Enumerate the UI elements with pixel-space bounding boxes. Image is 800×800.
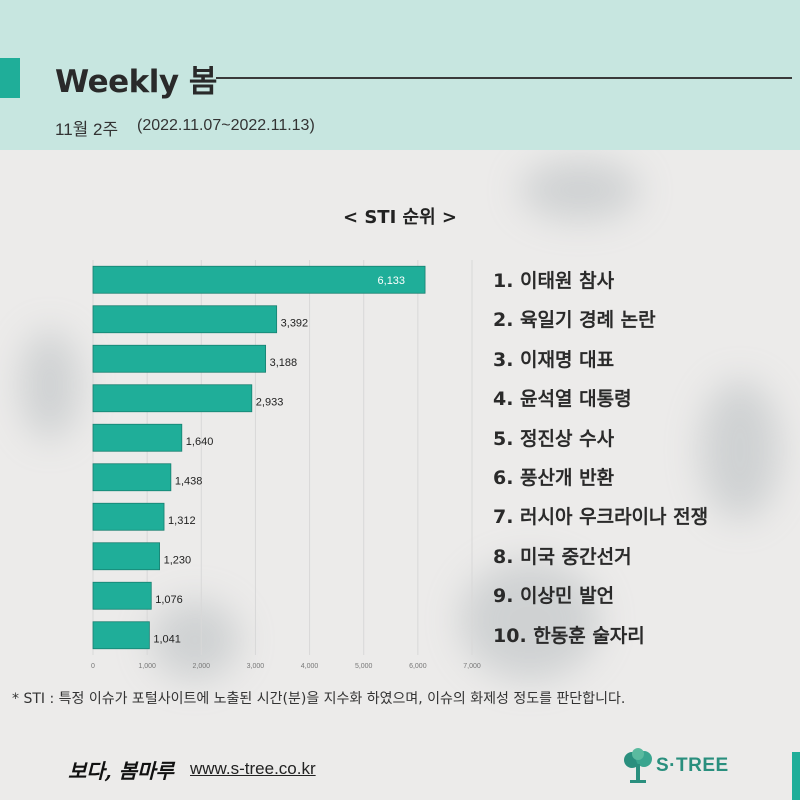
background-shape — [700, 380, 780, 520]
background-shape — [460, 560, 600, 680]
bar — [92, 463, 172, 492]
bar — [92, 581, 152, 610]
corner-accent-bar — [792, 752, 800, 800]
rank-item: 6. 풍산개 반환 — [493, 467, 615, 489]
rank-item: 2. 육일기 경례 논란 — [493, 309, 656, 332]
week-label: 11월 2주 — [55, 120, 119, 139]
bar — [92, 621, 150, 650]
background-shape — [520, 160, 640, 220]
rank-item: 10. 한동훈 술자리 — [493, 624, 645, 647]
bar — [92, 542, 160, 571]
title-divider — [216, 77, 792, 79]
bar-value-label: 2,933 — [256, 396, 284, 408]
x-tick-label: 4,000 — [301, 663, 319, 670]
bar-value-label: 1,230 — [164, 554, 192, 566]
bar-value-label: 3,188 — [270, 357, 298, 369]
bar-value-label: 1,640 — [186, 436, 214, 448]
rank-item: 7. 러시아 우크라이나 전쟁 — [493, 506, 709, 529]
bar-value-label: 6,133 — [378, 275, 406, 287]
rank-item: 1. 이태원 참사 — [493, 270, 615, 292]
bar-value-label: 1,076 — [155, 594, 183, 606]
rank-item: 4. 윤석열 대통령 — [493, 388, 632, 411]
week-range: (2022.11.07~2022.11.13) — [137, 117, 315, 134]
x-tick-label: 7,000 — [463, 663, 481, 670]
brand-slogan: 보다, 봄마루 — [68, 759, 174, 783]
bar — [92, 423, 183, 452]
rank-item: 3. 이재명 대표 — [493, 348, 615, 371]
bar-value-label: 1,041 — [153, 633, 181, 645]
bar — [92, 305, 278, 334]
rank-item: 9. 이상민 발언 — [493, 585, 615, 608]
x-tick-label: 2,000 — [193, 663, 211, 670]
background-shape — [20, 330, 80, 440]
footnote: * STI : 특정 이슈가 포털사이트에 노출된 시간(분)을 지수화 하였으… — [12, 691, 626, 707]
page-title: Weekly 봄 — [55, 64, 217, 100]
bar — [92, 502, 165, 531]
header-band — [0, 0, 800, 150]
bar-value-label: 3,392 — [281, 317, 309, 329]
x-tick-label: 6,000 — [409, 663, 427, 670]
bar — [92, 344, 267, 373]
x-tick-label: 3,000 — [247, 663, 265, 670]
x-tick-label: 5,000 — [355, 663, 373, 670]
rank-item: 8. 미국 중간선거 — [493, 545, 632, 568]
x-tick-label: 1,000 — [138, 663, 156, 670]
chart-title: < STI 순위 > — [342, 207, 458, 228]
bar — [92, 384, 253, 413]
sti-bar-chart: 0 1,000 2,000 3,000 4,000 5,000 6,000 7,000 6,13… — [91, 260, 481, 670]
bar-value-label: 1,438 — [175, 475, 203, 487]
logo-text: S·TREE — [656, 755, 729, 776]
bar-value-label: 1,312 — [168, 515, 196, 527]
background-shape — [150, 600, 240, 680]
rank-item: 5. 정진상 수사 — [493, 427, 615, 450]
bar — [92, 265, 426, 294]
site-url-link[interactable]: www.s-tree.co.kr — [190, 759, 316, 778]
x-tick-label: 0 — [91, 663, 95, 670]
tree-icon — [624, 748, 652, 783]
header-accent-bar — [0, 58, 20, 98]
